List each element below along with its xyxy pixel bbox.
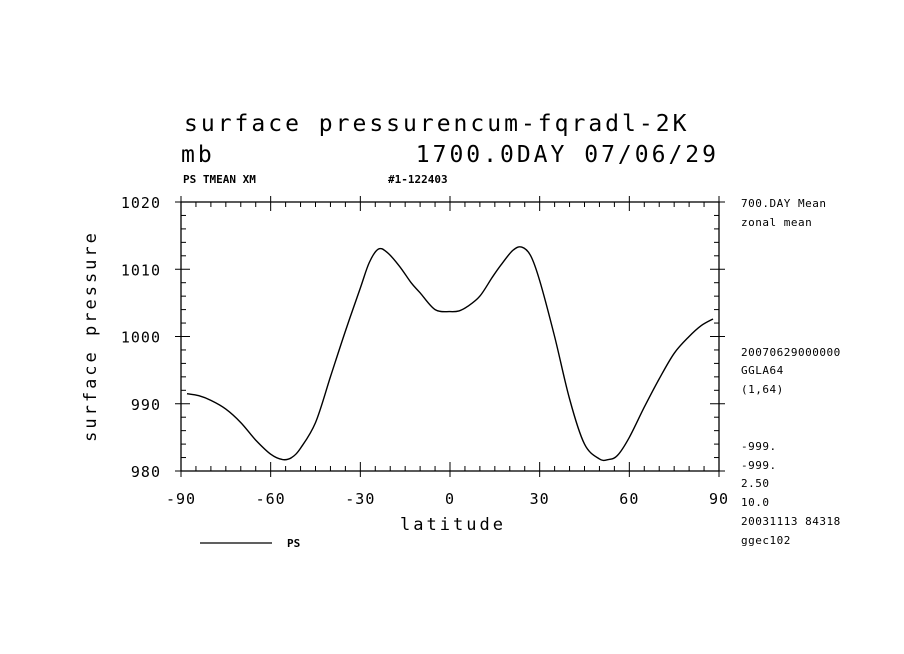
side-scale: 10.0 bbox=[741, 496, 770, 509]
x-tick-label: 30 bbox=[530, 490, 550, 508]
side-missing-1: -999. bbox=[741, 440, 777, 453]
x-tick-label: 90 bbox=[709, 490, 729, 508]
x-axis-label: latitude bbox=[400, 515, 506, 535]
series-group bbox=[186, 246, 714, 462]
y-axis-label: surface pressure bbox=[81, 230, 101, 442]
variable-header: PS TMEAN XM bbox=[183, 173, 256, 186]
y-tick-label: 1020 bbox=[121, 194, 161, 212]
side-run-stamp: 20031113 84318 bbox=[741, 515, 841, 528]
legend-label: PS bbox=[287, 537, 300, 550]
side-interval: 2.50 bbox=[741, 477, 770, 490]
x-tick-label: -60 bbox=[256, 490, 286, 508]
plot-frame bbox=[180, 201, 720, 472]
side-zonal-label: zonal mean bbox=[741, 216, 812, 229]
chart-day-date: 1700.0DAY 07/06/29 bbox=[416, 142, 719, 168]
y-tick-label: 990 bbox=[131, 396, 161, 414]
x-tick-label: -30 bbox=[345, 490, 375, 508]
side-experiment: ggec102 bbox=[741, 534, 791, 547]
side-grid-name: GGLA64 bbox=[741, 364, 784, 377]
tick-marks bbox=[175, 196, 725, 477]
side-mean-label: 700.DAY Mean bbox=[741, 197, 826, 210]
x-tick-label: 60 bbox=[619, 490, 639, 508]
series-line-ps bbox=[186, 246, 714, 462]
side-date-stamp: 20070629000000 bbox=[741, 346, 841, 359]
chart-unit: mb bbox=[181, 142, 215, 168]
y-tick-label: 1000 bbox=[121, 329, 161, 347]
y-tick-label: 980 bbox=[131, 463, 161, 481]
x-tick-label: 0 bbox=[445, 490, 455, 508]
y-tick-label: 1010 bbox=[121, 261, 161, 279]
chart-title: surface pressurencum-fqradl-2K bbox=[184, 111, 689, 137]
tick-labels: -90 -60 -30 0 30 60 90 980 990 1000 1010 1020 bbox=[121, 194, 729, 508]
side-missing-2: -999. bbox=[741, 459, 777, 472]
side-grid-size: (1,64) bbox=[741, 383, 784, 396]
run-id-header: #1-122403 bbox=[388, 173, 448, 186]
x-tick-label: -90 bbox=[166, 490, 196, 508]
